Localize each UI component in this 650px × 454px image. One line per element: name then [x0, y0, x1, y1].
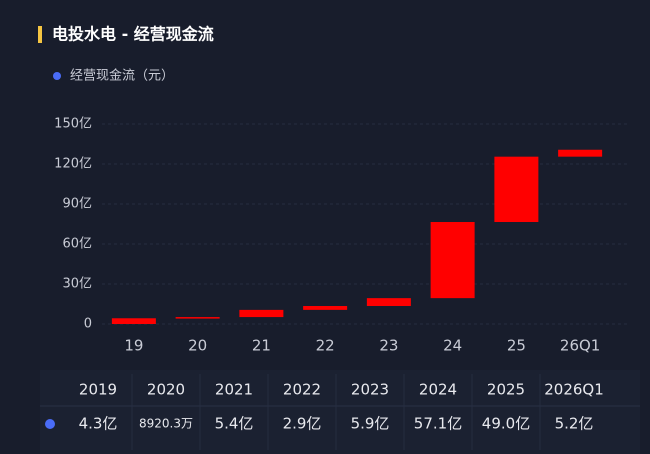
- table-value: 5.2亿: [555, 415, 594, 433]
- table-header: 2022: [283, 381, 321, 399]
- y-tick-label: 120亿: [54, 157, 92, 172]
- x-tick-label: 19: [124, 337, 143, 355]
- x-tick-label: 25: [507, 337, 526, 355]
- bar: [303, 306, 348, 310]
- table-value: 4.3亿: [79, 415, 118, 433]
- chart-title: 电投水电 - 经营现金流: [52, 25, 214, 44]
- table-value: 57.1亿: [414, 415, 462, 433]
- x-tick-label: 23: [379, 337, 398, 355]
- x-tick-label: 24: [443, 337, 462, 355]
- bar: [430, 222, 475, 299]
- bar: [239, 309, 284, 318]
- y-tick-label: 150亿: [54, 117, 92, 132]
- table-value: 5.4亿: [215, 415, 254, 433]
- table-header: 2021: [215, 381, 253, 399]
- table-header: 2025: [487, 381, 525, 399]
- bar: [494, 156, 539, 223]
- x-tick-label: 22: [316, 337, 335, 355]
- x-tick-label: 21: [252, 337, 271, 355]
- legend-label: 经营现金流（元）: [70, 68, 174, 84]
- table-header: 2026Q1: [544, 381, 604, 399]
- y-tick-label: 60亿: [62, 237, 92, 252]
- y-tick-label: 30亿: [62, 277, 92, 292]
- table-header: 2023: [351, 381, 389, 399]
- legend-marker: [53, 72, 61, 80]
- table-header: 2024: [419, 381, 457, 399]
- table-value: 5.9亿: [351, 415, 390, 433]
- bar: [366, 298, 411, 307]
- x-tick-label: 20: [188, 337, 207, 355]
- y-tick-label: 0: [84, 317, 92, 332]
- title-marker: [38, 26, 42, 43]
- y-tick-label: 90亿: [62, 197, 92, 212]
- table-value: 8920.3万: [139, 417, 193, 431]
- table-header: 2020: [147, 381, 185, 399]
- table-value: 49.0亿: [482, 415, 530, 433]
- table-value: 2.9亿: [283, 415, 322, 433]
- table-header: 2019: [79, 381, 117, 399]
- bar: [175, 317, 220, 319]
- bar: [111, 318, 156, 324]
- table-row-marker: [45, 419, 55, 429]
- x-tick-label: 26Q1: [560, 337, 600, 355]
- bar: [558, 149, 603, 157]
